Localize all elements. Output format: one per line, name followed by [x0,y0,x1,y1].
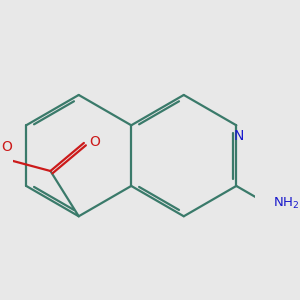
Text: O: O [1,140,12,154]
Text: NH$_2$: NH$_2$ [273,196,299,211]
Text: N: N [234,129,244,143]
Text: O: O [89,135,100,149]
